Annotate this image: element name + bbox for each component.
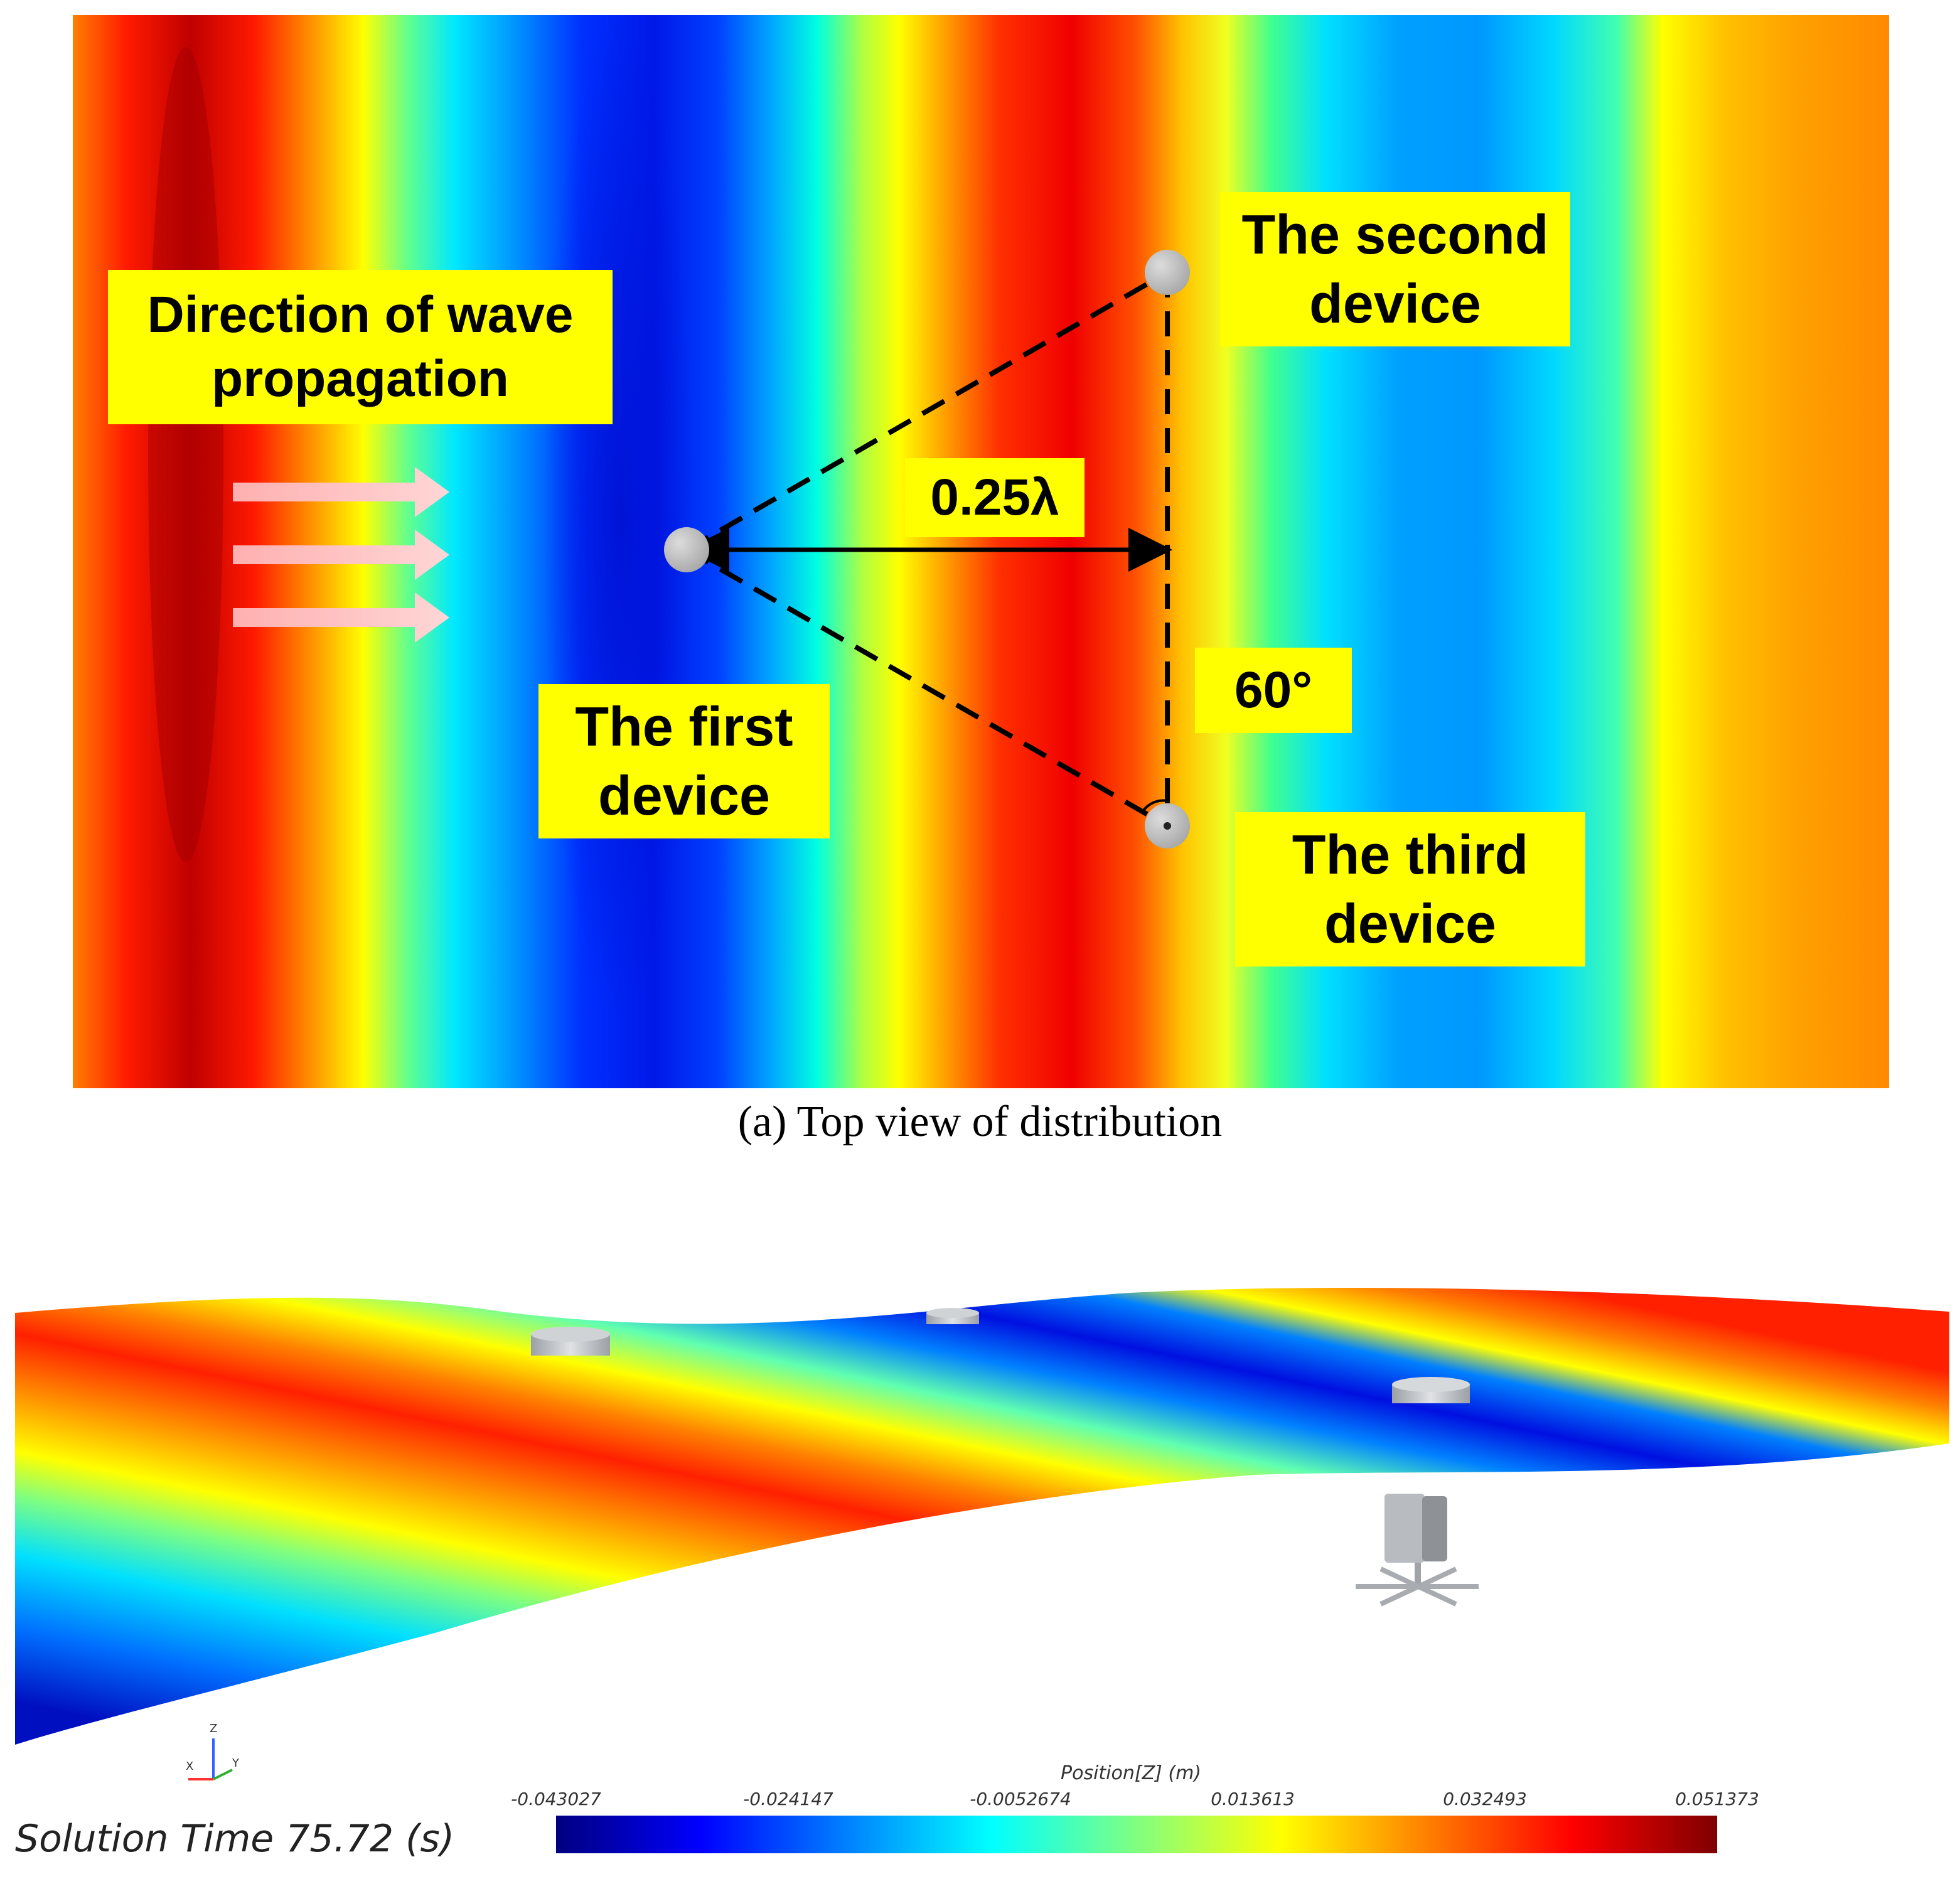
wave-arrow-3 (233, 592, 449, 643)
second-device-label-line2: device (1309, 272, 1481, 335)
wave-surface (15, 1287, 1949, 1745)
direction-label-line2: propagation (212, 350, 509, 407)
wave-arrow-1 (233, 467, 449, 517)
axis-triad: Z X Y (186, 1722, 240, 1780)
colorbar-tick-3: 0.013613 (1211, 1789, 1295, 1809)
angle-label-text: 60° (1234, 661, 1312, 719)
second-device-label: The second device (1220, 192, 1570, 346)
dashed-line-first-third (685, 547, 1169, 828)
colorbar-title: Position[Z] (m) (1061, 1762, 1202, 1784)
first-device-marker (664, 527, 709, 572)
wave-trough-dark (544, 15, 694, 1019)
third-device-center-dot (1164, 822, 1171, 830)
third-device-label-line1: The third (1292, 823, 1529, 886)
perspective-view: Z X Y (0, 1268, 1960, 1876)
second-device-label-line1: The second (1241, 203, 1549, 265)
colorbar-tick-0: -0.043027 (511, 1789, 601, 1809)
direction-label-line1: Direction of wave (147, 286, 574, 343)
wave-crest-dark (148, 46, 223, 862)
wave-arrow-2 (233, 530, 449, 580)
wave-contour-plot (73, 15, 1889, 1088)
colorbar-tick-2: -0.0052674 (970, 1789, 1071, 1809)
colorbar-tick-1: -0.024147 (743, 1789, 833, 1809)
axis-z-label: Z (210, 1722, 217, 1735)
caption-top-view: (a) Top view of distribution (737, 1098, 1223, 1146)
wave-direction-arrows (233, 467, 449, 643)
axis-y-label: Y (232, 1757, 240, 1770)
spacing-label: 0.25λ (905, 458, 1084, 537)
colorbar (556, 1816, 1717, 1853)
second-device-marker (1145, 250, 1190, 295)
direction-label: Direction of wave propagation (108, 270, 613, 424)
colorbar-tick-4: 0.032493 (1443, 1789, 1527, 1809)
angle-label: 60° (1195, 648, 1352, 733)
dashed-line-first-second (685, 270, 1169, 552)
device-1-perspective (531, 1327, 610, 1356)
perspective-contour-plot: Z X Y (15, 1287, 1949, 1853)
axis-x-label: X (186, 1760, 193, 1773)
spacing-label-text: 0.25λ (930, 468, 1059, 526)
device-3-perspective (1392, 1377, 1470, 1403)
angle-arc (1141, 799, 1168, 813)
first-device-label: The first device (538, 684, 830, 838)
colorbar-tick-5: 0.051373 (1675, 1789, 1759, 1809)
third-device-label: The third device (1235, 812, 1585, 966)
first-device-label-line1: The first (575, 695, 793, 757)
solution-time-label: Solution Time 75.72 (s) (15, 1817, 455, 1861)
third-device-label-line2: device (1324, 892, 1496, 955)
top-view-contour: Direction of wave propagation The second… (73, 15, 1889, 1088)
device-2-perspective (926, 1308, 979, 1324)
first-device-label-line2: device (598, 764, 770, 827)
submerged-turbine (1356, 1494, 1479, 1607)
